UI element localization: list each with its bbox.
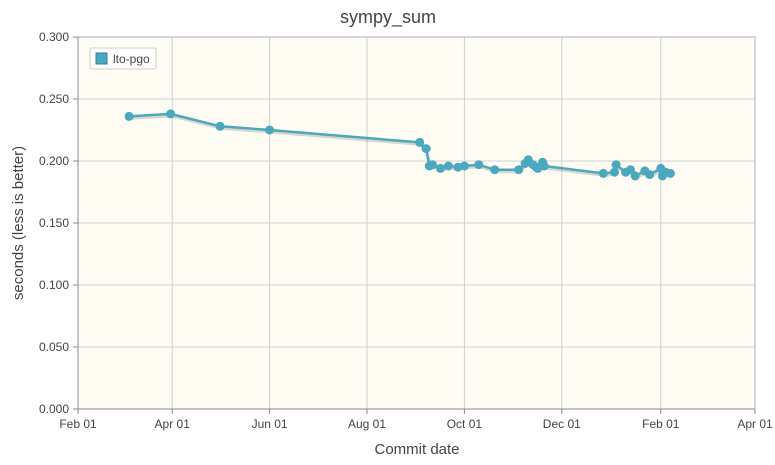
y-tick-label: 0.150	[39, 216, 69, 230]
data-point[interactable]	[428, 160, 437, 170]
chart-title: sympy_sum	[340, 7, 436, 28]
y-tick-label: 0.000	[39, 402, 69, 416]
data-point[interactable]	[514, 165, 524, 175]
data-point[interactable]	[630, 171, 640, 181]
legend-label: lto-pgo	[113, 52, 150, 66]
data-point[interactable]	[415, 137, 425, 147]
legend[interactable]: lto-pgo	[89, 47, 157, 70]
data-point[interactable]	[166, 109, 176, 119]
y-tick-label: 0.200	[39, 154, 69, 168]
data-point[interactable]	[443, 161, 453, 171]
axes	[73, 36, 756, 414]
data-point[interactable]	[459, 161, 469, 171]
x-tick-label: Dec 01	[543, 417, 581, 431]
data-point[interactable]	[421, 144, 431, 154]
y-tick-label: 0.250	[39, 92, 69, 106]
data-point[interactable]	[539, 161, 549, 171]
data-point[interactable]	[665, 168, 675, 178]
data-point[interactable]	[215, 121, 225, 131]
data-point[interactable]	[611, 160, 621, 170]
x-tick-label: Aug 01	[348, 417, 386, 431]
x-tick-label: Oct 01	[447, 417, 483, 431]
series-layer	[124, 109, 675, 182]
y-axis-title: seconds (less is better)	[10, 146, 27, 300]
x-tick-label: Feb 01	[642, 417, 680, 431]
data-point[interactable]	[626, 165, 635, 175]
data-point[interactable]	[265, 125, 275, 135]
x-tick-label: Feb 01	[59, 417, 97, 431]
y-tick-label: 0.100	[39, 278, 69, 292]
data-point[interactable]	[598, 168, 608, 178]
x-tick-label: Apr 01	[155, 417, 191, 431]
tick-labels: 0.000 0.050 0.100 0.150 0.200 0.250 0.300 Feb 0…	[39, 30, 773, 431]
data-point[interactable]	[490, 165, 500, 175]
x-tick-label: Jun 01	[252, 417, 288, 431]
legend-swatch	[95, 52, 108, 65]
data-point[interactable]	[610, 167, 619, 177]
y-tick-label: 0.050	[39, 340, 69, 354]
x-tick-label: Apr 01	[737, 417, 773, 431]
data-point[interactable]	[645, 170, 655, 180]
data-point[interactable]	[124, 111, 134, 121]
y-tick-label: 0.300	[39, 30, 69, 44]
data-point[interactable]	[474, 160, 484, 170]
x-axis-title: Commit date	[374, 441, 459, 458]
data-point[interactable]	[436, 163, 445, 173]
